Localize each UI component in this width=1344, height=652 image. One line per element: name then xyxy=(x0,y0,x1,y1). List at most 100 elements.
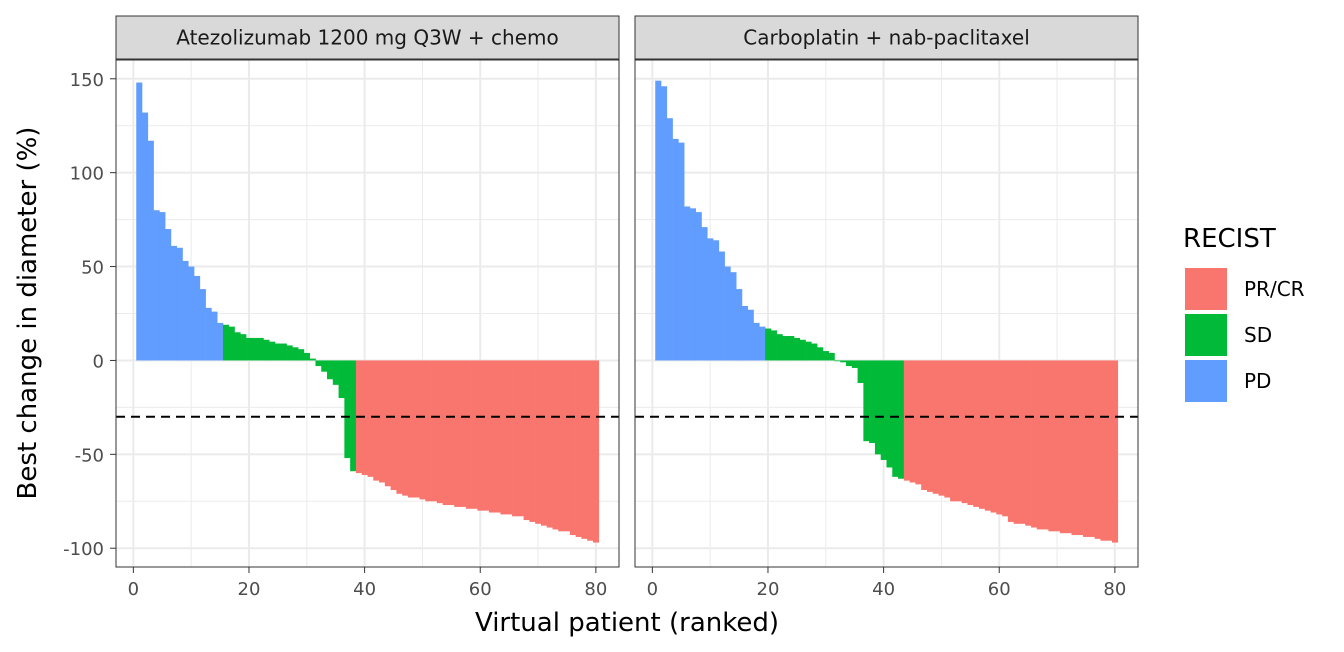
bar xyxy=(500,360,507,515)
bar xyxy=(592,360,600,543)
bar xyxy=(996,360,1003,515)
y-tick-label: 150 xyxy=(70,70,104,91)
bar xyxy=(506,360,513,515)
bar xyxy=(274,343,282,361)
bar xyxy=(1059,360,1067,534)
bar xyxy=(811,343,818,361)
bar xyxy=(926,360,934,492)
panel-strip xyxy=(115,15,620,60)
bar xyxy=(782,336,789,361)
x-tick-label: 0 xyxy=(647,579,658,600)
bar xyxy=(315,360,322,367)
bar xyxy=(569,360,576,536)
bar xyxy=(863,360,870,442)
x-axis: 0 20 40 60 80 xyxy=(647,567,1126,600)
legend-label: PR/CR xyxy=(1244,277,1305,301)
legend-title: RECIST xyxy=(1183,224,1276,254)
panel-border xyxy=(634,59,1139,568)
bar xyxy=(136,82,143,361)
bar xyxy=(880,360,887,460)
bar xyxy=(228,326,235,361)
bar xyxy=(736,289,743,361)
bar xyxy=(407,360,415,498)
bar xyxy=(546,360,553,528)
bar xyxy=(689,208,697,361)
bar xyxy=(413,360,420,498)
bar xyxy=(805,341,812,361)
bar xyxy=(822,351,829,361)
bar xyxy=(494,360,501,513)
bar xyxy=(176,247,183,361)
bar xyxy=(765,328,772,361)
panel-title: Atezolizumab 1200 mg Q3W + chemo xyxy=(176,26,559,50)
bar xyxy=(672,138,679,361)
bar xyxy=(770,330,777,361)
bar xyxy=(153,210,160,361)
bar xyxy=(979,360,986,509)
x-tick-label: 60 xyxy=(469,579,492,600)
bar xyxy=(298,349,305,361)
bar xyxy=(142,112,149,361)
bar xyxy=(776,334,783,361)
bar xyxy=(251,337,258,361)
bar xyxy=(741,305,749,361)
legend: RECIST PR/CR SD PD xyxy=(1183,224,1305,402)
bar xyxy=(661,86,668,361)
bar xyxy=(194,275,201,361)
bar xyxy=(332,360,339,385)
x-tick-label: 0 xyxy=(128,579,139,600)
bar xyxy=(517,360,524,517)
bar xyxy=(309,358,316,361)
bar xyxy=(655,80,662,361)
bar xyxy=(477,360,484,511)
bar xyxy=(1071,360,1078,536)
bar xyxy=(379,360,386,483)
bar xyxy=(159,212,166,361)
bar xyxy=(587,360,594,541)
bar xyxy=(373,360,380,481)
bar xyxy=(292,347,299,361)
legend-swatch xyxy=(1185,360,1227,402)
bar xyxy=(921,360,928,491)
bar xyxy=(857,360,864,383)
bar xyxy=(471,360,478,509)
bar xyxy=(793,337,801,361)
bar xyxy=(898,360,905,479)
bar xyxy=(384,360,391,487)
panel-1: Atezolizumab 1200 mg Q3W + chemo 0 20 40 60 8… xyxy=(63,15,620,600)
bar xyxy=(955,360,962,502)
x-tick-label: 40 xyxy=(353,579,376,600)
bar xyxy=(1042,360,1049,530)
bar xyxy=(938,360,945,496)
bar xyxy=(581,360,588,539)
bar xyxy=(540,360,548,526)
bar xyxy=(529,360,536,522)
bar xyxy=(425,360,432,502)
bar xyxy=(874,360,882,455)
bar xyxy=(269,341,276,361)
bar xyxy=(684,206,691,361)
bar xyxy=(828,352,835,361)
bar xyxy=(188,266,195,361)
bar xyxy=(338,360,345,398)
bar xyxy=(147,140,154,361)
x-axis: 0 20 40 60 80 xyxy=(128,567,607,600)
y-tick-label: 0 xyxy=(93,351,104,372)
bar xyxy=(558,360,565,532)
bar xyxy=(170,245,178,361)
bar xyxy=(851,360,858,368)
bar xyxy=(454,360,461,507)
bar xyxy=(246,337,253,361)
bar xyxy=(564,360,571,532)
bar xyxy=(950,360,957,502)
bar xyxy=(961,360,968,504)
bar xyxy=(488,360,495,513)
bar xyxy=(1106,360,1113,541)
bar xyxy=(1077,360,1084,536)
x-tick-label: 20 xyxy=(757,579,780,600)
chart-panels: Atezolizumab 1200 mg Q3W + chemo 0 20 40 60 8… xyxy=(63,15,1139,600)
bar xyxy=(753,322,760,361)
x-axis-title: Virtual patient (ranked) xyxy=(475,608,779,638)
bar xyxy=(1094,360,1101,539)
legend-label: PD xyxy=(1244,369,1271,393)
